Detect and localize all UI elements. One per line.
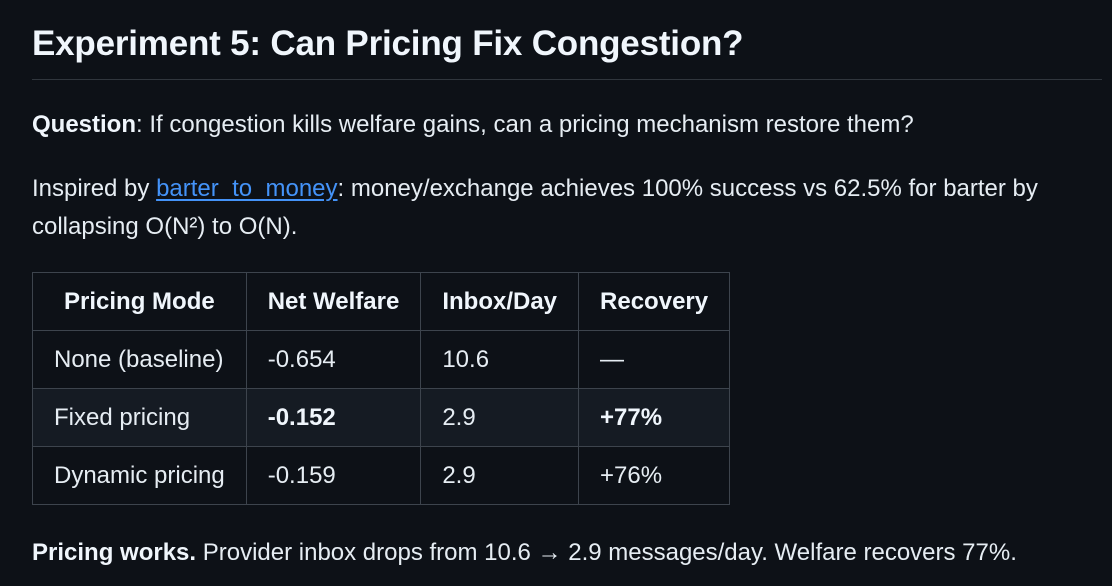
pricing-results-table: Pricing Mode Net Welfare Inbox/Day Recov… (32, 272, 731, 505)
table-row: Fixed pricing -0.152 2.9 +77% (32, 388, 731, 447)
header-pricing-mode: Pricing Mode (32, 272, 247, 331)
cell-net-welfare: -0.654 (245, 330, 422, 389)
cell-inbox-day: 2.9 (420, 388, 580, 447)
conclusion-paragraph: Pricing works. Provider inbox drops from… (32, 534, 1017, 572)
question-text: : If congestion kills welfare gains, can… (136, 111, 914, 138)
cell-recovery: +76% (578, 446, 731, 505)
cell-recovery: +77% (578, 388, 731, 447)
table-row: None (baseline) -0.654 10.6 — (32, 330, 731, 389)
cell-inbox-day: 2.9 (420, 446, 580, 505)
conclusion-text: Provider inbox drops from 10.6 → 2.9 mes… (196, 539, 1017, 566)
section-heading: Experiment 5: Can Pricing Fix Congestion… (32, 0, 1102, 80)
barter-to-money-link[interactable]: barter_to_money (156, 175, 338, 202)
inspiration-prefix: Inspired by (32, 175, 157, 202)
inspiration-paragraph: Inspired by barter_to_money: money/excha… (32, 170, 1102, 246)
question-paragraph: Question: If congestion kills welfare ga… (32, 106, 914, 144)
table-row: Dynamic pricing -0.159 2.9 +76% (32, 446, 731, 505)
conclusion-label: Pricing works. (32, 539, 197, 566)
header-recovery: Recovery (578, 272, 731, 331)
inspiration-suffix: : money/exchange achieves 100% success v… (32, 175, 1038, 240)
table-header-row: Pricing Mode Net Welfare Inbox/Day Recov… (32, 272, 731, 331)
cell-pricing-mode: None (baseline) (32, 330, 247, 389)
cell-pricing-mode: Fixed pricing (32, 388, 247, 447)
cell-net-welfare: -0.152 (245, 388, 422, 447)
cell-net-welfare: -0.159 (245, 446, 422, 505)
markdown-body: Experiment 5: Can Pricing Fix Congestion… (32, 0, 1102, 566)
header-inbox-day: Inbox/Day (420, 272, 580, 331)
header-net-welfare: Net Welfare (245, 272, 422, 331)
cell-recovery: — (578, 330, 731, 389)
cell-pricing-mode: Dynamic pricing (32, 446, 247, 505)
cell-inbox-day: 10.6 (420, 330, 580, 389)
question-label: Question (32, 111, 137, 138)
